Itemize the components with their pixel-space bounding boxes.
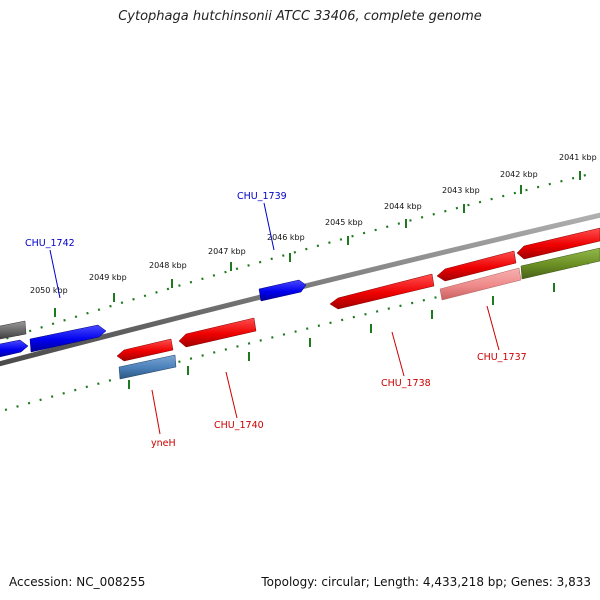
gene-yneh[interactable] [118, 354, 177, 380]
gene-gray-left-edge[interactable] [0, 320, 27, 340]
leader-chu-1742 [49, 249, 61, 299]
gene-red-upper-3[interactable] [516, 227, 600, 260]
leader-chu-1739 [263, 202, 275, 251]
tick-label-2048: 2048 kbp [149, 261, 187, 270]
tick-label-2046: 2046 kbp [267, 233, 305, 242]
major-ticks-upper [54, 171, 581, 317]
tick-label-2050: 2050 kbp [30, 286, 68, 295]
major-ticks-lower [128, 283, 555, 389]
gene-red-upper-2[interactable] [436, 250, 517, 282]
tick-label-2045: 2045 kbp [325, 218, 363, 227]
accession-text: Accession: NC_008255 [9, 575, 146, 589]
gene-blue-left-edge[interactable] [0, 339, 29, 358]
leader-chu-1738 [391, 331, 405, 377]
tick-label-2043: 2043 kbp [442, 186, 480, 195]
leader-chu-1740 [225, 371, 238, 419]
tick-label-2044: 2044 kbp [384, 202, 422, 211]
label-chu-1742: CHU_1742 [25, 238, 75, 249]
label-chu-1740: CHU_1740 [214, 420, 264, 431]
gene-yneh-red[interactable] [116, 338, 174, 362]
tick-label-2049: 2049 kbp [89, 273, 127, 282]
label-chu-1739: CHU_1739 [237, 191, 287, 202]
label-chu-1738: CHU_1738 [381, 378, 431, 389]
tick-label-2041: 2041 kbp [559, 153, 597, 162]
gene-olive-right-edge[interactable] [520, 247, 600, 280]
genome-summary-text: Topology: circular; Length: 4,433,218 bp… [261, 575, 591, 589]
map-title: Cytophaga hutchinsonii ATCC 33406, compl… [118, 9, 482, 24]
tick-label-2042: 2042 kbp [500, 170, 538, 179]
leader-yneh [151, 389, 161, 435]
leader-chu-1737 [486, 305, 500, 351]
label-yneh: yneH [151, 438, 176, 449]
gene-chu-1737[interactable] [439, 267, 522, 301]
reverse-strand-track [4, 259, 599, 412]
label-chu-1737: CHU_1737 [477, 352, 527, 363]
gene-chu-1739[interactable] [258, 279, 307, 302]
forward-strand-track [0, 172, 591, 342]
gene-chu-1740[interactable] [178, 317, 257, 348]
gene-chu-1742[interactable] [29, 324, 107, 353]
gene-red-upper-1[interactable] [329, 273, 435, 310]
tick-label-2047: 2047 kbp [208, 247, 246, 256]
